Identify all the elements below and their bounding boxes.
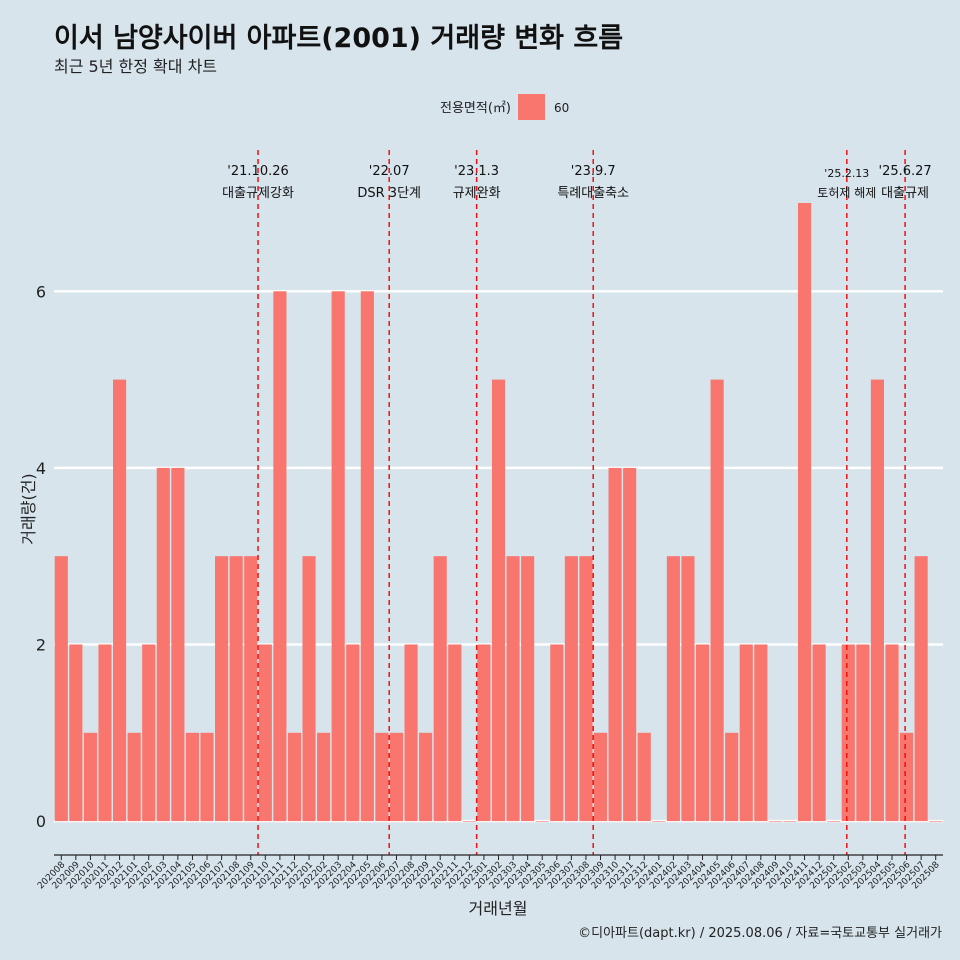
bar-202412 bbox=[812, 644, 826, 822]
bar-202212 bbox=[462, 821, 476, 822]
bar-202210 bbox=[433, 556, 447, 822]
x-axis-label: 거래년월 bbox=[469, 899, 528, 918]
bar-202402 bbox=[666, 556, 680, 822]
y-tick-label-2: 2 bbox=[36, 635, 46, 654]
event-date-4: '25.2.13 bbox=[824, 167, 869, 180]
bar-202310 bbox=[608, 467, 622, 822]
legend: 전용면적(㎡) 60 bbox=[440, 94, 569, 120]
bar-202108 bbox=[229, 556, 243, 822]
bar-202303 bbox=[506, 556, 520, 822]
bar-202103 bbox=[156, 467, 170, 822]
bar-202401 bbox=[652, 821, 666, 822]
y-tick-label-0: 0 bbox=[36, 812, 46, 831]
bar-202204 bbox=[346, 644, 360, 822]
y-axis: 0 2 4 6 bbox=[36, 282, 46, 831]
bar-202504 bbox=[870, 379, 884, 822]
chart-title: 이서 남양사이버 아파트(2001) 거래량 변화 흐름 bbox=[54, 23, 624, 54]
event-label-4: 토허제 해제 bbox=[817, 186, 876, 200]
bar-202105 bbox=[185, 732, 200, 822]
bar-202012 bbox=[113, 379, 127, 822]
bar-202010 bbox=[83, 732, 97, 822]
event-date-2: '23.1.3 bbox=[454, 164, 499, 179]
event-label-1: DSR 3단계 bbox=[357, 186, 421, 201]
bar-202508 bbox=[929, 821, 943, 822]
bar-202507 bbox=[914, 556, 928, 822]
event-label-2: 규제완화 bbox=[453, 186, 501, 201]
legend-label-60: 60 bbox=[554, 101, 569, 115]
bar-202302 bbox=[491, 379, 506, 822]
event-label-5: 대출규제 bbox=[881, 186, 929, 201]
bar-202505 bbox=[885, 644, 899, 822]
legend-title: 전용면적(㎡) bbox=[440, 101, 511, 116]
bar-202305 bbox=[535, 821, 549, 822]
bar-202309 bbox=[593, 732, 608, 822]
bar-202009 bbox=[69, 644, 83, 822]
bar-202207 bbox=[389, 732, 404, 822]
x-axis: 2020082020092020102020112020122021012021… bbox=[36, 854, 943, 891]
event-date-0: '21.10.26 bbox=[227, 164, 288, 179]
bar-202503 bbox=[856, 644, 870, 822]
bar-202109 bbox=[244, 556, 258, 822]
bar-202311 bbox=[623, 467, 637, 822]
event-label-3: 특례대출축소 bbox=[557, 186, 629, 201]
bar-202107 bbox=[215, 556, 229, 822]
bar-202206 bbox=[375, 732, 389, 822]
bar-202403 bbox=[681, 556, 695, 822]
bar-202008 bbox=[54, 556, 68, 822]
bar-202308 bbox=[579, 556, 593, 822]
bar-202404 bbox=[695, 644, 710, 822]
event-annotations: '21.10.26 대출규제강화 '22.07 DSR 3단계 '23.1.3 규제완화 '… bbox=[222, 164, 932, 201]
bar-202301 bbox=[477, 644, 491, 822]
bar-202203 bbox=[331, 291, 345, 822]
bar-202307 bbox=[564, 556, 578, 822]
bar-202111 bbox=[273, 291, 287, 822]
bar-202211 bbox=[448, 644, 462, 822]
bar-202102 bbox=[142, 644, 156, 822]
bar-202410 bbox=[783, 821, 797, 822]
legend-key-60 bbox=[518, 94, 545, 120]
bar-202208 bbox=[404, 644, 418, 822]
bars bbox=[54, 202, 943, 822]
event-date-3: '23.9.7 bbox=[571, 164, 616, 179]
event-lines bbox=[257, 150, 906, 855]
bar-202011 bbox=[98, 644, 112, 822]
bar-202110 bbox=[258, 644, 272, 822]
bar-202201 bbox=[302, 556, 316, 822]
bar-202407 bbox=[739, 644, 753, 822]
event-label-0: 대출규제강화 bbox=[222, 186, 294, 201]
bar-202205 bbox=[360, 291, 374, 822]
bar-202406 bbox=[725, 732, 739, 822]
chart-caption: ©디아파트(dapt.kr) / 2025.08.06 / 자료=국토교통부 실… bbox=[578, 926, 942, 941]
bar-202502 bbox=[841, 644, 855, 822]
bar-202101 bbox=[127, 732, 141, 822]
bar-202106 bbox=[200, 732, 214, 822]
y-tick-label-4: 4 bbox=[36, 459, 46, 478]
y-tick-label-6: 6 bbox=[36, 282, 46, 301]
y-axis-label: 거래량(건) bbox=[19, 473, 38, 544]
bar-202501 bbox=[827, 821, 841, 822]
chart-subtitle: 최근 5년 한정 확대 차트 bbox=[54, 57, 218, 76]
bar-202209 bbox=[419, 732, 433, 822]
bar-202405 bbox=[710, 379, 724, 822]
bar-202409 bbox=[768, 821, 782, 822]
bar-202312 bbox=[637, 732, 651, 822]
bar-202411 bbox=[797, 202, 812, 822]
event-date-1: '22.07 bbox=[369, 164, 410, 179]
bar-202506 bbox=[900, 732, 914, 822]
bar-202408 bbox=[754, 644, 768, 822]
bar-202202 bbox=[317, 732, 331, 822]
bar-202306 bbox=[550, 644, 564, 822]
bar-202112 bbox=[287, 732, 302, 822]
bar-202304 bbox=[521, 556, 535, 822]
event-date-5: '25.6.27 bbox=[879, 164, 932, 179]
bar-202104 bbox=[171, 467, 185, 822]
